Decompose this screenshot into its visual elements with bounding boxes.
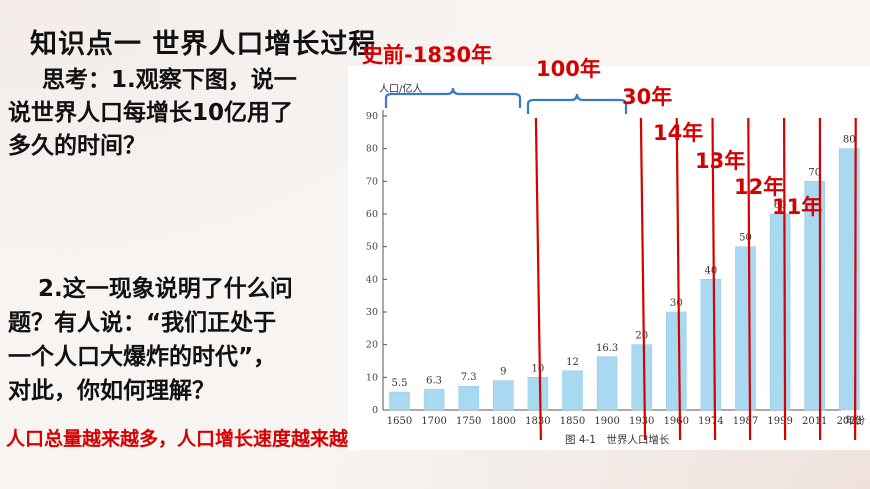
bar-value-label: 50 bbox=[739, 233, 752, 244]
y-tick-label: 10 bbox=[366, 372, 378, 383]
bar-value-label: 80 bbox=[843, 135, 856, 146]
answer-text: 人口总量越来越多，人口增长速度越来越快 bbox=[6, 428, 368, 450]
bar bbox=[769, 213, 791, 411]
bar bbox=[596, 356, 618, 411]
x-tick-label: 1960 bbox=[664, 416, 689, 427]
x-tick-label: 1987 bbox=[733, 416, 758, 427]
y-tick-label: 30 bbox=[366, 307, 378, 318]
bar-value-label: 60 bbox=[774, 200, 787, 211]
bar-value-label: 40 bbox=[705, 265, 718, 276]
question-1-line-1: 思考：1.观察下图，说一 bbox=[42, 67, 297, 93]
question-1: 思考：1.观察下图，说一 说世界人口每增长10亿用了 多久的时间？ bbox=[8, 64, 358, 163]
slide-title: 知识点一 世界人口增长过程 bbox=[30, 29, 377, 60]
y-tick-label: 0 bbox=[372, 405, 378, 416]
question-2-line-2: 题？有人说：“我们正处于 bbox=[8, 310, 277, 336]
y-tick-label: 70 bbox=[366, 176, 378, 187]
interval-label: 13年 bbox=[695, 149, 745, 173]
question-2: 2.这一现象说明了什么问 题？有人说：“我们正处于 一个人口大爆炸的时代”， 对… bbox=[8, 272, 358, 408]
y-axis-label: 人口/亿人 bbox=[379, 82, 422, 95]
x-tick-label: 2022 bbox=[837, 416, 862, 427]
brace-1830-1930 bbox=[526, 93, 628, 114]
marker-line bbox=[534, 117, 542, 441]
bar bbox=[562, 370, 583, 411]
bar bbox=[700, 279, 722, 411]
brace-prehistory-1830 bbox=[384, 87, 522, 108]
bar bbox=[631, 344, 652, 411]
interval-label: 100年 bbox=[536, 57, 601, 81]
interval-label: 30年 bbox=[622, 85, 672, 109]
bar-value-label: 10 bbox=[532, 363, 545, 374]
bar bbox=[389, 391, 410, 411]
bar-value-label: 16.3 bbox=[596, 343, 618, 354]
y-tick-label: 40 bbox=[366, 274, 378, 285]
question-1-line-2: 说世界人口每增长10亿用了 bbox=[8, 100, 294, 126]
x-tick-label: 1750 bbox=[456, 416, 481, 427]
marker-line bbox=[675, 117, 682, 441]
x-tick-label: 1900 bbox=[594, 416, 619, 427]
x-tick-label: 1650 bbox=[387, 416, 412, 427]
bar-value-label: 70 bbox=[808, 167, 821, 178]
bar bbox=[458, 385, 479, 411]
bar bbox=[666, 311, 687, 411]
x-tick-label: 1974 bbox=[698, 416, 723, 427]
bar bbox=[493, 380, 514, 411]
bar-value-label: 12 bbox=[566, 357, 579, 368]
x-tick-label: 1999 bbox=[767, 416, 792, 427]
x-tick-label: 1930 bbox=[629, 416, 654, 427]
marker-line bbox=[639, 117, 647, 441]
interval-label: 12年 bbox=[734, 175, 784, 199]
question-2-line-3: 一个人口大爆炸的时代”， bbox=[8, 344, 277, 370]
question-2-line-4: 对此，你如何理解？ bbox=[8, 378, 215, 404]
marker-line bbox=[782, 117, 787, 441]
bar-value-label: 5.5 bbox=[392, 378, 408, 389]
bar bbox=[423, 389, 445, 411]
bar-value-label: 6.3 bbox=[426, 375, 442, 386]
y-tick-label: 80 bbox=[366, 144, 378, 155]
question-2-line-1: 2.这一现象说明了什么问 bbox=[38, 276, 293, 302]
x-tick-label: 1830 bbox=[525, 416, 550, 427]
interval-label: 史前-1830年 bbox=[362, 43, 492, 67]
marker-line bbox=[747, 117, 752, 441]
bar-value-label: 30 bbox=[670, 298, 683, 309]
bar-value-label: 20 bbox=[635, 331, 648, 342]
marker-line bbox=[711, 117, 717, 441]
interval-label: 14年 bbox=[653, 121, 703, 145]
y-tick-label: 50 bbox=[366, 242, 378, 253]
x-tick-label: 1850 bbox=[560, 416, 585, 427]
bar bbox=[527, 377, 549, 411]
y-tick-label: 60 bbox=[366, 209, 378, 220]
marker-line bbox=[853, 117, 857, 441]
y-tick-label: 20 bbox=[366, 340, 378, 351]
bar-value-label: 9 bbox=[500, 367, 506, 378]
bar-value-label: 7.3 bbox=[461, 372, 477, 383]
x-tick-label: 1800 bbox=[491, 416, 516, 427]
x-tick-label: 2011 bbox=[802, 416, 827, 427]
question-1-line-3: 多久的时间？ bbox=[8, 133, 146, 159]
bar bbox=[735, 246, 756, 411]
interval-label: 11年 bbox=[772, 195, 822, 219]
y-tick-label: 90 bbox=[366, 111, 378, 122]
chart-caption: 图 4-1 世界人口增长 bbox=[565, 433, 670, 446]
x-tick-label: 1700 bbox=[421, 416, 446, 427]
